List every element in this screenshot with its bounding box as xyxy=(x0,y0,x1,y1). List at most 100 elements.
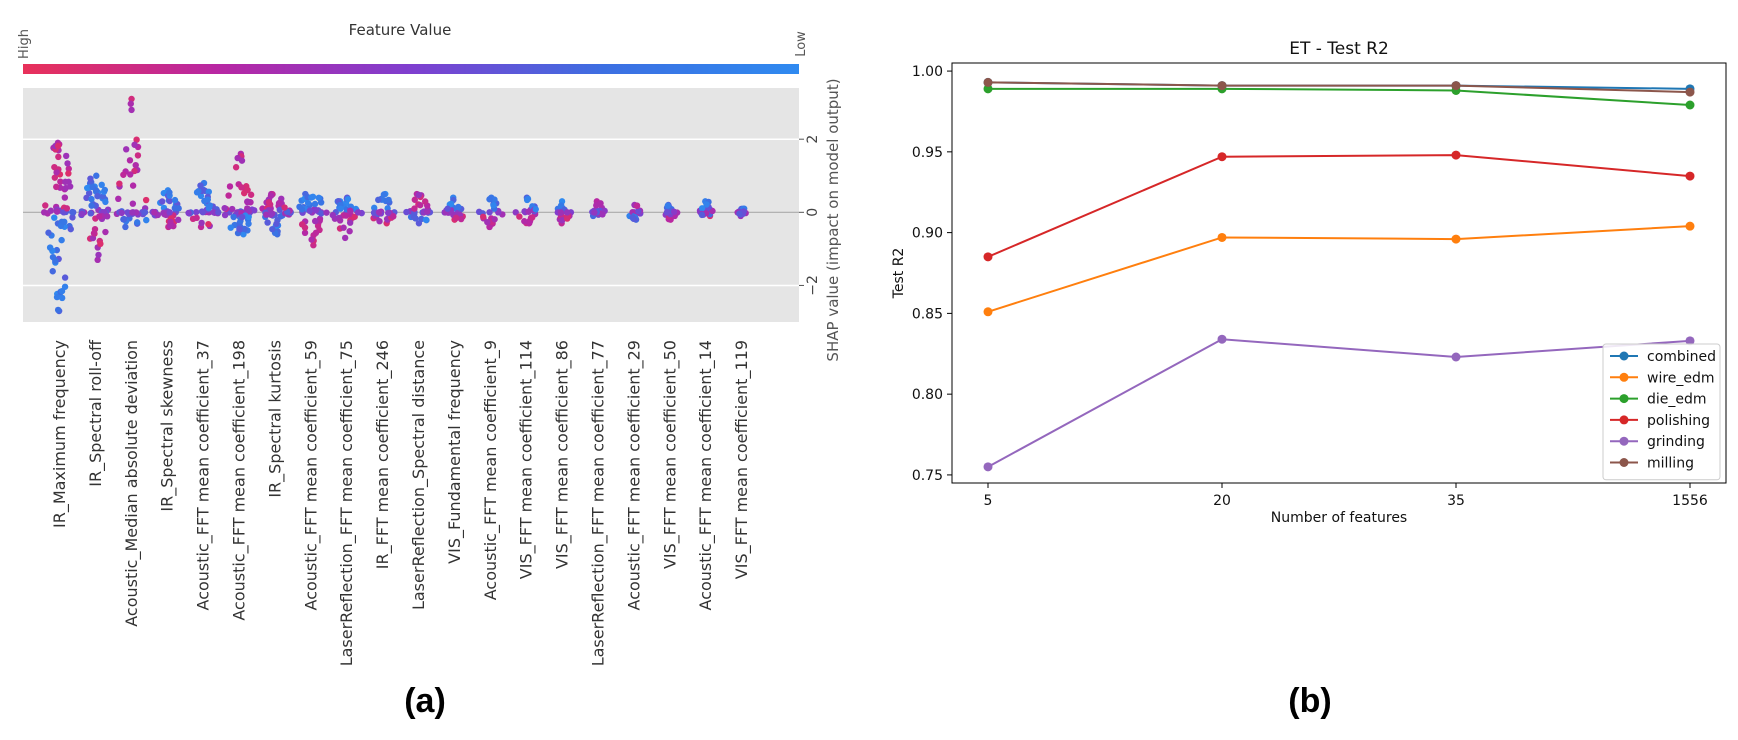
shap-point xyxy=(93,172,100,179)
shap-point xyxy=(301,229,309,237)
shap-point xyxy=(263,211,270,218)
shap-point xyxy=(380,191,388,198)
shap-point xyxy=(421,198,429,205)
shap-point xyxy=(115,195,122,203)
feature-label: LaserReflection_FFT mean coefficient_75 xyxy=(337,340,357,666)
shap-point xyxy=(102,228,109,236)
shap-point xyxy=(131,167,138,175)
shap-point xyxy=(308,236,315,243)
shap-point xyxy=(127,171,134,178)
shap-point xyxy=(58,294,66,302)
feature-swarm xyxy=(221,150,258,238)
shap-point xyxy=(185,209,192,217)
legend: combined wire_edm die_edm polishing grinding… xyxy=(1602,343,1721,481)
shap-point xyxy=(670,208,678,216)
shap-point xyxy=(97,240,104,248)
shap-point xyxy=(193,189,201,196)
shap-point xyxy=(311,217,319,225)
legend-marker xyxy=(1619,415,1629,425)
data-point xyxy=(1451,150,1461,160)
shap-point xyxy=(532,206,539,213)
shap-point xyxy=(166,189,173,196)
shap-point xyxy=(342,212,350,219)
y-tick-label: 0.95 xyxy=(912,145,943,161)
legend-label: grinding xyxy=(1647,434,1705,450)
shap-point xyxy=(375,209,383,216)
shap-point xyxy=(166,197,173,205)
series-line xyxy=(987,225,1691,313)
legend-item: die_edm xyxy=(1610,392,1707,408)
series-line xyxy=(987,154,1691,258)
shap-point xyxy=(238,184,245,191)
data-point xyxy=(983,307,993,317)
data-point xyxy=(1451,352,1461,362)
feature-label: IR_Maximum frequency xyxy=(50,340,70,528)
legend-label: die_edm xyxy=(1647,392,1707,408)
shap-point xyxy=(129,182,137,189)
shap-point xyxy=(94,192,101,200)
y-tick-label: 2 xyxy=(805,135,821,144)
series-milling xyxy=(983,77,1695,97)
legend-item: combined xyxy=(1610,349,1716,365)
shap-point xyxy=(403,208,410,216)
shap-point xyxy=(298,221,306,228)
data-point xyxy=(983,77,993,87)
shap-point xyxy=(88,195,95,203)
shap-point xyxy=(703,201,710,208)
shap-point xyxy=(151,209,158,216)
shap-point xyxy=(96,213,103,220)
shap-point xyxy=(424,208,431,215)
shap-point xyxy=(323,209,330,216)
shap-point xyxy=(557,209,564,216)
shap-point xyxy=(236,225,243,233)
shap-point xyxy=(318,210,325,217)
shap-point xyxy=(129,200,137,207)
shap-point xyxy=(134,219,141,226)
y-tick-label: 0.85 xyxy=(912,306,943,322)
legend-marker xyxy=(1619,394,1629,404)
y-tick-label: 0 xyxy=(805,208,821,217)
shap-point xyxy=(411,205,418,212)
series-line xyxy=(988,87,1691,106)
data-point xyxy=(1685,100,1695,110)
feature-label: VIS_Fundamental frequency xyxy=(445,340,465,564)
feature-swarm xyxy=(734,205,749,220)
shap-point xyxy=(529,214,536,221)
shap-point xyxy=(51,214,58,221)
y-axis-label: SHAP value (impact on model output) xyxy=(824,78,842,361)
shap-point xyxy=(238,213,246,221)
shap-point xyxy=(53,208,61,215)
x-tick-label: 5 xyxy=(984,493,993,509)
y-axis-ticks: 0.75 0.80 0.85 0.90 0.95 1.00 xyxy=(912,64,952,484)
shap-point xyxy=(390,213,397,220)
series-wire_edm xyxy=(983,221,1695,317)
y-tick-label: 0.75 xyxy=(912,468,943,484)
shap-point xyxy=(376,218,383,225)
chart-title: ET - Test R2 xyxy=(1289,39,1389,59)
shap-point xyxy=(120,171,127,178)
shap-point xyxy=(698,211,706,219)
shap-point xyxy=(523,196,531,204)
shap-point xyxy=(193,208,200,216)
shap-point xyxy=(309,193,317,200)
shap-point xyxy=(230,213,237,221)
shap-point xyxy=(198,219,205,227)
legend-item: polishing xyxy=(1610,413,1710,429)
shap-point xyxy=(385,196,392,204)
shap-point xyxy=(375,196,382,204)
shap-point xyxy=(127,100,134,107)
feature-swarm xyxy=(185,179,222,231)
shap-point xyxy=(69,214,76,221)
shap-point xyxy=(558,217,566,224)
shap-point xyxy=(63,205,71,212)
shap-point xyxy=(232,164,240,171)
shap-point xyxy=(344,195,352,203)
feature-swarm xyxy=(696,198,716,220)
panel-label-b: (b) xyxy=(1288,682,1331,720)
shap-point xyxy=(94,256,101,264)
shap-point xyxy=(90,230,98,237)
shap-point xyxy=(599,211,606,218)
shap-point xyxy=(315,194,323,201)
shap-point xyxy=(51,174,59,181)
shap-point xyxy=(371,204,378,212)
